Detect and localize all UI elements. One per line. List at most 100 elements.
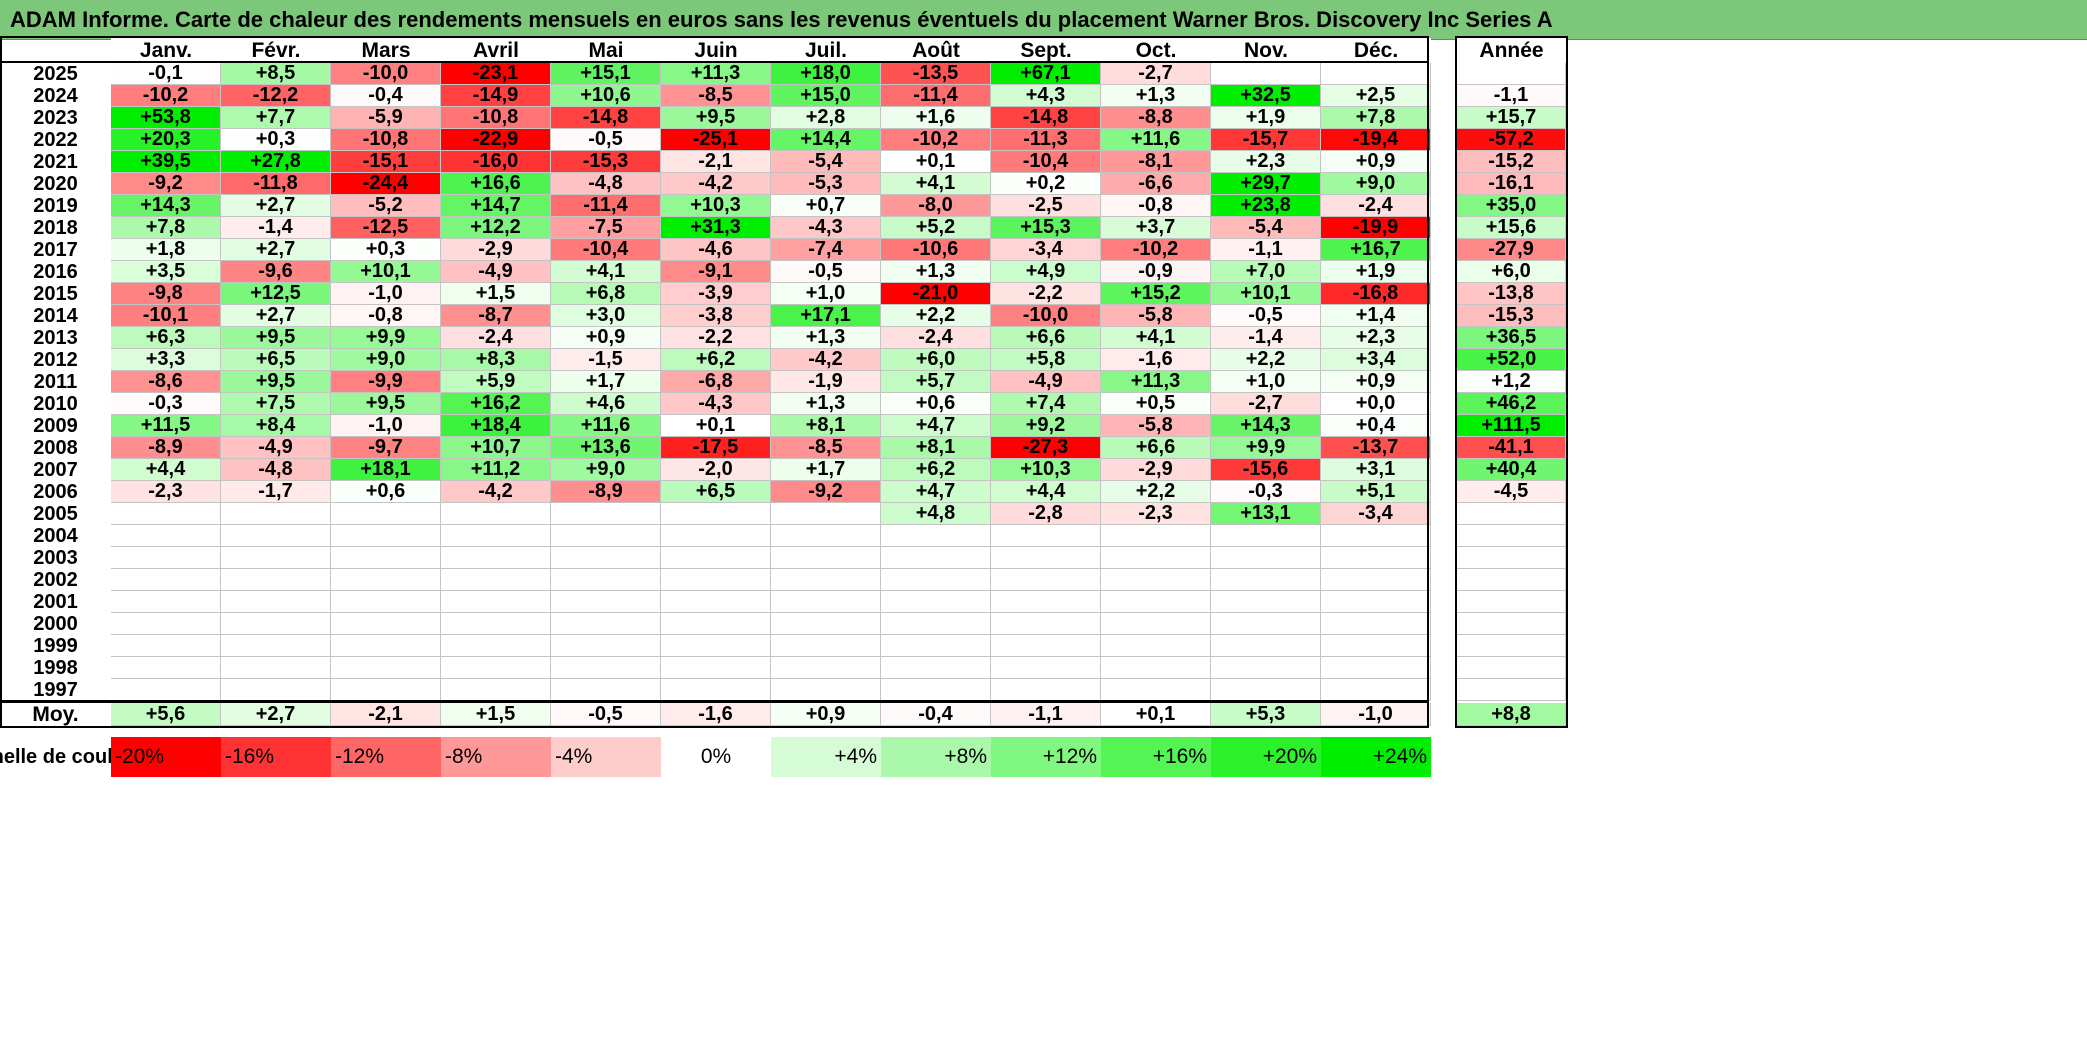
legend-swatch: +24% <box>1321 737 1431 777</box>
year-label: 2001 <box>33 590 78 613</box>
heatmap-cell <box>221 569 331 591</box>
heatmap-cell: +6,3 <box>111 326 221 349</box>
heatmap-cell: +2,3 <box>1211 150 1321 173</box>
heatmap-cell <box>111 591 221 613</box>
annual-cell <box>1457 635 1566 657</box>
heatmap-cell <box>441 569 551 591</box>
annual-cell: +1,2 <box>1457 370 1566 393</box>
heatmap-cell: -2,4 <box>441 326 551 349</box>
heatmap-cell: +11,2 <box>441 458 551 481</box>
heatmap-cell: -10,1 <box>111 304 221 327</box>
year-label: 2008 <box>33 436 78 459</box>
heatmap-cell: +2,3 <box>1321 326 1431 349</box>
heatmap-cell <box>1321 679 1431 701</box>
year-label: 2012 <box>33 348 78 371</box>
heatmap-cell: -1,6 <box>1101 348 1211 371</box>
year-label: 2005 <box>33 502 78 525</box>
heatmap-cell: -4,2 <box>441 480 551 503</box>
heatmap-cell: -10,4 <box>991 150 1101 173</box>
heatmap-cell <box>661 591 771 613</box>
heatmap-cell: +6,8 <box>551 282 661 305</box>
month-header: Oct. <box>1101 38 1211 63</box>
heatmap-cell: +10,3 <box>661 194 771 217</box>
annual-cell: -15,3 <box>1457 304 1566 327</box>
heatmap-cell: -4,8 <box>551 172 661 195</box>
heatmap-cell <box>551 679 661 701</box>
heatmap-cell: +23,8 <box>1211 194 1321 217</box>
heatmap-cell: +9,0 <box>1321 172 1431 195</box>
heatmap-cell: -2,3 <box>111 480 221 503</box>
legend-label-text: Echelle de couleur <box>0 745 144 768</box>
heatmap-cell <box>661 679 771 701</box>
heatmap-cell: -12,2 <box>221 84 331 107</box>
heatmap-cell: +4,4 <box>991 480 1101 503</box>
heatmap-cell: -2,7 <box>1101 62 1211 85</box>
annual-cell <box>1457 525 1566 547</box>
heatmap-cell: +2,7 <box>221 194 331 217</box>
heatmap-cell: -11,8 <box>221 172 331 195</box>
heatmap-cell <box>771 657 881 679</box>
heatmap-cell <box>1101 569 1211 591</box>
heatmap-cell: +2,2 <box>1211 348 1321 371</box>
heatmap-cell: -15,7 <box>1211 128 1321 151</box>
heatmap-cell: +5,1 <box>1321 480 1431 503</box>
heatmap-cell: +29,7 <box>1211 172 1321 195</box>
heatmap-cell: -0,4 <box>331 84 441 107</box>
heatmap-cell: +14,4 <box>771 128 881 151</box>
heatmap-cell <box>991 657 1101 679</box>
month-header: Déc. <box>1321 38 1431 63</box>
heatmap-cell: +4,1 <box>881 172 991 195</box>
legend-swatch: +8% <box>881 737 991 777</box>
heatmap-cell: +8,4 <box>221 414 331 437</box>
heatmap-cell: +12,2 <box>441 216 551 239</box>
heatmap-cell: -22,9 <box>441 128 551 151</box>
heatmap-cell: -14,9 <box>441 84 551 107</box>
heatmap-cell: +1,8 <box>111 238 221 261</box>
heatmap-cell: -8,0 <box>881 194 991 217</box>
heatmap-cell <box>221 591 331 613</box>
annual-cell <box>1457 591 1566 613</box>
heatmap-cell: +4,3 <box>991 84 1101 107</box>
heatmap-cell: +14,7 <box>441 194 551 217</box>
heatmap-cell: -17,5 <box>661 436 771 459</box>
heatmap-cell <box>661 547 771 569</box>
heatmap-cell: +10,1 <box>1211 282 1321 305</box>
heatmap-cell: -6,6 <box>1101 172 1211 195</box>
year-label: 2013 <box>33 326 78 349</box>
heatmap-cell: +11,6 <box>1101 128 1211 151</box>
annual-cell: +36,5 <box>1457 326 1566 349</box>
heatmap-cell: +4,6 <box>551 392 661 415</box>
heatmap-cell: +1,6 <box>881 106 991 129</box>
heatmap-cell: +3,0 <box>551 304 661 327</box>
annual-cell <box>1457 679 1566 701</box>
heatmap-cell <box>881 525 991 547</box>
heatmap-cell <box>991 525 1101 547</box>
heatmap-cell <box>1211 63 1321 85</box>
heatmap-cell <box>221 613 331 635</box>
heatmap-cell: +0,0 <box>1321 392 1431 415</box>
average-annual-cell: +8,8 <box>1457 703 1566 726</box>
heatmap-cell <box>991 591 1101 613</box>
heatmap-cell: +9,2 <box>991 414 1101 437</box>
heatmap-cell: +11,6 <box>551 414 661 437</box>
heatmap-cell: -7,5 <box>551 216 661 239</box>
heatmap-cell: -2,3 <box>1101 502 1211 525</box>
heatmap-cell: -2,1 <box>661 150 771 173</box>
month-header: Avril <box>441 38 551 63</box>
month-header: Janv. <box>111 38 221 63</box>
heatmap-cell <box>991 613 1101 635</box>
heatmap-cell: +3,4 <box>1321 348 1431 371</box>
year-label: 2007 <box>33 458 78 481</box>
heatmap-cell: -8,5 <box>771 436 881 459</box>
heatmap-cell: -2,9 <box>441 238 551 261</box>
heatmap-cell: +8,3 <box>441 348 551 371</box>
heatmap-cell: +31,3 <box>661 216 771 239</box>
heatmap-cell: +1,4 <box>1321 304 1431 327</box>
heatmap-cell <box>551 613 661 635</box>
heatmap-cell: -8,6 <box>111 370 221 393</box>
heatmap-cell: -8,7 <box>441 304 551 327</box>
heatmap-cell: +1,7 <box>771 458 881 481</box>
heatmap-cell: +0,9 <box>1321 150 1431 173</box>
heatmap-cell <box>441 503 551 525</box>
heatmap-cell: -7,4 <box>771 238 881 261</box>
